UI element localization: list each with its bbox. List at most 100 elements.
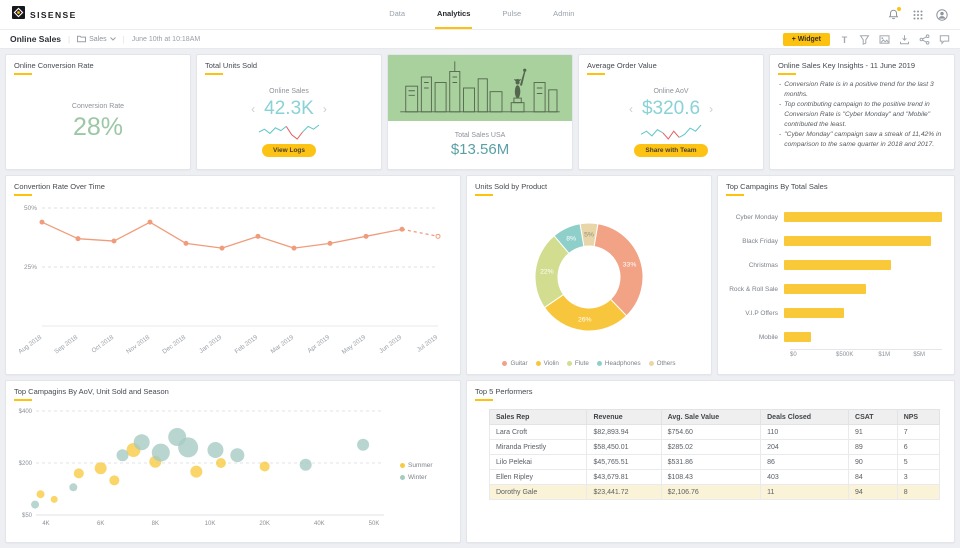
kpi-body[interactable]: Conversion Rate 28% <box>6 75 190 169</box>
svg-text:Dec 2018: Dec 2018 <box>161 334 187 356</box>
top-navbar: SISENSE Data Analytics Pulse Admin <box>0 0 960 30</box>
table-cell: 403 <box>760 469 850 485</box>
table-cell: Lara Croft <box>488 424 588 440</box>
bar-row[interactable]: Rock & Roll Sale <box>722 277 942 301</box>
table-row[interactable]: Lara Croft $82,893.94 $754.60 110 91 7 <box>488 424 941 440</box>
share-with-team-button[interactable]: Share with Team <box>634 143 708 157</box>
widget-title: Average Order Value <box>587 61 657 70</box>
image-icon[interactable] <box>879 34 890 45</box>
bubble-chart-plot[interactable]: $50 $200 $400 4K 6K 8K 10K 20K 40K 50K <box>8 401 400 542</box>
table-cell: $2,106.76 <box>660 484 762 500</box>
table-cell: $58,450.01 <box>586 439 662 455</box>
accent-underline <box>205 73 223 75</box>
sisense-logo[interactable]: SISENSE <box>12 0 77 29</box>
svg-text:Apr 2019: Apr 2019 <box>306 334 331 355</box>
view-logs-button[interactable]: View Logs <box>261 143 317 157</box>
nav-tab-analytics[interactable]: Analytics <box>435 0 473 29</box>
widget-total-sales-usa: Total Sales USA $13.56M <box>387 54 573 170</box>
widget-title: Convertion Rate Over Time <box>14 182 105 191</box>
widget-total-units-sold: Total Units Sold Online Sales ‹ 42.3K › … <box>196 54 382 170</box>
widget-title: Online Conversion Rate <box>14 61 94 70</box>
widget-top-campaigns-by-total-sales: Top Campagins By Total Sales Cyber Monda… <box>717 175 955 375</box>
bar-row[interactable]: Cyber Monday <box>722 205 942 229</box>
chevron-down-icon <box>109 37 116 41</box>
column-header[interactable]: Sales Rep <box>488 409 588 425</box>
nav-tab-data[interactable]: Data <box>389 9 406 18</box>
svg-text:8%: 8% <box>566 235 576 242</box>
widget-units-sold-by-product: Units Sold by Product 5% 33% 26% 22% 8% Guit… <box>466 175 712 375</box>
svg-text:50K: 50K <box>369 521 380 527</box>
text-widget-icon[interactable]: T <box>839 34 850 45</box>
next-arrow[interactable]: › <box>709 101 714 116</box>
legend-item-flute[interactable]: Flute <box>566 360 589 367</box>
table-cell: 8 <box>896 484 941 500</box>
table-cell: 94 <box>848 484 898 500</box>
accent-underline <box>475 194 493 196</box>
donut-chart-plot[interactable]: 5% 33% 26% 22% 8% <box>467 196 711 358</box>
bar-x-axis: $0 $500K $1M $5M <box>790 349 942 361</box>
next-arrow[interactable]: › <box>322 101 327 116</box>
widget-online-conversion-rate: Online Conversion Rate Conversion Rate 2… <box>5 54 191 170</box>
line-chart-plot[interactable]: 25% 50% Aug 2018 Sep 2018 Oct 2018 Nov 2018 De… <box>6 196 460 374</box>
table-cell: Miranda Priestly <box>488 439 588 455</box>
legend-item-guitar[interactable]: Guitar <box>502 360 528 367</box>
bar-row[interactable]: Christmas <box>722 253 942 277</box>
dashboard-canvas: Online Conversion Rate Conversion Rate 2… <box>0 49 960 548</box>
share-icon[interactable] <box>919 33 930 45</box>
legend-item-headphones[interactable]: Headphones <box>596 360 641 367</box>
nav-tab-admin[interactable]: Admin <box>553 9 575 18</box>
svg-text:4K: 4K <box>42 521 49 527</box>
widget-header: Online Conversion Rate <box>6 55 190 75</box>
column-header[interactable]: NPS <box>896 409 941 425</box>
folder-dropdown[interactable]: Sales <box>77 35 116 43</box>
table-cell: 90 <box>848 454 898 470</box>
column-header[interactable]: Avg. Sale Value <box>660 409 762 425</box>
prev-arrow[interactable]: ‹ <box>251 101 256 116</box>
accent-underline <box>587 73 605 75</box>
bar-row[interactable]: Mobile <box>722 325 942 349</box>
bar-row[interactable]: V.I.P Offers <box>722 301 942 325</box>
column-header[interactable]: Deals Closed <box>760 409 850 425</box>
widget-header: Top Campagins By AoV, Unit Sold and Seas… <box>6 381 460 401</box>
legend-item-others[interactable]: Others <box>648 360 676 367</box>
table-row[interactable]: Ellen Ripley $43,679.81 $108.43 403 84 3 <box>488 469 941 485</box>
table-cell: Lilo Pelekai <box>488 454 588 470</box>
column-header[interactable]: Revenue <box>586 409 662 425</box>
bar-chart-plot[interactable]: Cyber Monday Black Friday Christmas Rock & … <box>718 196 954 374</box>
legend-item-violin[interactable]: Violin <box>535 360 559 367</box>
filter-icon[interactable] <box>859 34 870 45</box>
add-widget-button[interactable]: + Widget <box>782 32 830 46</box>
apps-grid-icon[interactable] <box>911 8 924 21</box>
svg-text:33%: 33% <box>623 261 637 268</box>
nav-tab-pulse[interactable]: Pulse <box>502 9 522 18</box>
comment-icon[interactable] <box>939 34 950 45</box>
prev-arrow[interactable]: ‹ <box>628 101 633 116</box>
legend-item-summer[interactable]: Summer <box>400 462 433 469</box>
table-row[interactable]: Miranda Priestly $58,450.01 $285.02 204 89 6 <box>488 439 941 455</box>
table-cell: 110 <box>760 424 850 440</box>
column-header[interactable]: CSAT <box>848 409 898 425</box>
table-row[interactable]: Dorothy Gale $23,441.72 $2,106.76 11 94 8 <box>488 484 941 500</box>
table-cell: 204 <box>760 439 850 455</box>
bar-row[interactable]: Black Friday <box>722 229 942 253</box>
widget-header: Top Campagins By Total Sales <box>718 176 954 196</box>
notifications-bell-icon[interactable] <box>887 7 901 21</box>
last-updated-timestamp: June 10th at 10:18AM <box>131 35 201 43</box>
table-cell: Ellen Ripley <box>488 469 588 485</box>
widget-header: Online Sales Key Insights - 11 June 2019 <box>770 55 954 75</box>
user-avatar-icon[interactable] <box>935 8 948 21</box>
kpi-label: Online Sales <box>269 87 309 95</box>
table-cell: $45,765.51 <box>586 454 662 470</box>
table-cell: 3 <box>896 469 941 485</box>
table-row[interactable]: Lilo Pelekai $45,765.51 $531.86 86 90 5 <box>488 454 941 470</box>
export-icon[interactable] <box>899 34 910 45</box>
table-cell: $285.02 <box>660 439 762 455</box>
table-cell: 89 <box>848 439 898 455</box>
kpi-body[interactable]: Total Sales USA $13.56M <box>388 121 572 169</box>
legend-item-winter[interactable]: Winter <box>400 474 427 481</box>
svg-text:26%: 26% <box>578 316 592 323</box>
toolbar-left: Online Sales | Sales | June 10th at 10:1… <box>10 34 200 44</box>
widget-title: Top Campagins By AoV, Unit Sold and Seas… <box>14 387 169 396</box>
divider: | <box>68 34 71 44</box>
svg-text:Feb 2019: Feb 2019 <box>234 334 260 356</box>
